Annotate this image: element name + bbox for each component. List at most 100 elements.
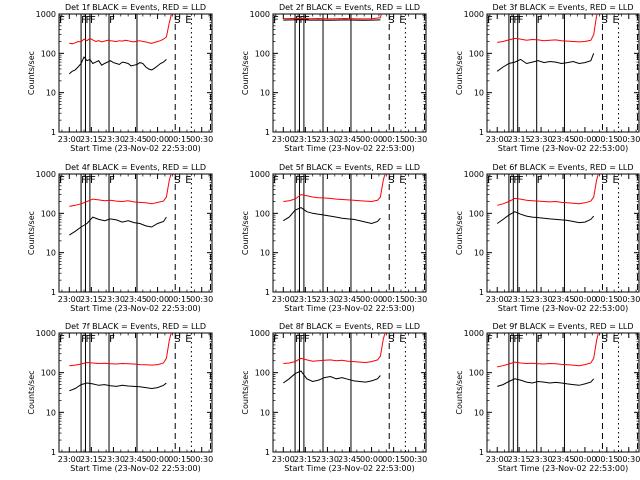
chart-title: Det 4f BLACK = Events, RED = LLD [65,163,206,172]
x-tick-label: 23:15 [508,455,531,464]
annotation-letter: F [59,334,65,345]
plot-frame [486,173,640,293]
y-tick-label: 100 [41,49,56,58]
y-tick-label: 10 [46,408,56,417]
x-tick-label: 23:45 [551,295,574,304]
y-tick-label: 10 [46,249,56,258]
y-tick-label: 100 [255,49,270,58]
annotation-letter: E [399,175,405,186]
x-tick-label: 23:30 [530,455,553,464]
x-tick-label: 00:15 [595,135,618,144]
annotation-letter: F [273,175,279,186]
x-tick-label: 23:30 [316,455,339,464]
x-tick-label: 23:15 [508,295,531,304]
y-tick-label: 1 [265,288,270,297]
y-tick-label: 10 [46,89,56,98]
chart-panel-4: Det 4f BLACK = Events, RED = LLD 1 10 100 10… [27,163,226,313]
x-tick-label: 23:00 [272,135,295,144]
y-tick-label: 1 [265,448,270,457]
x-tick-label: 00:00 [573,455,596,464]
y-tick-label: 100 [255,369,270,378]
y-tick-label: 1 [479,448,484,457]
x-tick-label: 00:00 [573,135,596,144]
x-tick-label: 23:45 [124,295,147,304]
annotation-letter: F [300,334,306,345]
x-tick-label: 23:15 [80,135,103,144]
lld-series-line [214,11,226,43]
annotation-letter: F [109,175,115,186]
y-axis-label: Counts/sec [455,211,464,255]
annotation-letter: F [537,15,543,26]
x-tick-label: 23:00 [486,295,509,304]
chart-title: Det 7f BLACK = Events, RED = LLD [65,322,206,331]
x-tick-label: 00:00 [573,295,596,304]
annotation-letter: F [273,15,279,26]
annotation-letter: F [509,334,515,345]
annotation-letter: F [513,334,519,345]
x-tick-label: 23:45 [551,455,574,464]
x-tick-label: 00:15 [382,135,405,144]
lld-series-line [283,174,386,203]
chart-panel-2: Det 2f BLACK = Events, RED = LLD 1 10 100 10… [241,3,427,153]
annotation-letter: F [304,175,310,186]
annotation-letter: S [174,334,180,345]
annotation-letter: F [109,15,115,26]
x-tick-label: 00:30 [404,135,427,144]
annotation-letter: F [295,15,301,26]
annotation-letter: F [86,15,92,26]
y-axis-label: Counts/sec [27,211,36,255]
annotation-letter: F [304,15,310,26]
annotation-letter: F [518,334,524,345]
annotation-letter: F [273,334,279,345]
y-tick-label: 10 [474,89,484,98]
annotation-letter: S [601,334,607,345]
y-axis-label: Counts/sec [241,370,250,414]
annotation-letter: F [513,175,519,186]
y-tick-label: 10 [260,408,270,417]
annotation-letter: F [59,175,65,186]
x-tick-label: 23:30 [530,135,553,144]
events-series-line [283,19,381,21]
plot-frame [486,13,640,133]
y-tick-label: 10 [474,408,484,417]
plot-frame [272,13,427,133]
x-tick-label: 23:30 [316,295,339,304]
y-axis-label: Counts/sec [455,51,464,95]
chart-panel-3: Det 3f BLACK = Events, RED = LLD 1 10 100 10… [455,3,640,153]
x-tick-label: 00:15 [382,455,405,464]
chart-title: Det 5f BLACK = Events, RED = LLD [279,163,420,172]
annotation-letter: E [185,175,191,186]
x-axis-label: Start Time (23-Nov-02 22:53:00) [284,464,414,473]
annotation-letter: F [537,175,543,186]
chart-panel-9: Det 9f BLACK = Events, RED = LLD 1 10 100 10… [455,322,640,473]
annotation-letter: F [86,334,92,345]
x-tick-label: 23:30 [102,455,125,464]
x-tick-label: 23:30 [530,295,553,304]
annotation-letter: S [388,175,394,186]
events-series-line [69,382,167,392]
plot-frame [272,173,427,293]
x-tick-label: 23:15 [294,455,317,464]
y-tick-label: 100 [469,209,484,218]
y-tick-label: 1000 [250,329,270,338]
y-tick-label: 1000 [36,170,56,179]
annotation-letter: F [509,175,515,186]
events-series-line [68,56,167,75]
y-tick-label: 1000 [464,329,484,338]
x-tick-label: 23:30 [102,135,125,144]
x-tick-label: 23:00 [58,295,81,304]
annotation-letter: F [487,175,493,186]
chart-panel-8: Det 8f BLACK = Events, RED = LLD 1 10 100 10… [241,322,427,473]
chart-panel-7: Det 7f BLACK = Events, RED = LLD 1 10 100 10… [27,322,226,473]
lld-series-line [214,329,226,364]
y-tick-label: 1 [479,288,484,297]
y-tick-label: 1 [51,128,56,137]
annotation-letter: F [90,175,96,186]
y-axis-label: Counts/sec [27,51,36,95]
lld-series-line [214,170,226,204]
annotation-letter: F [86,175,92,186]
x-tick-label: 00:30 [190,455,213,464]
chart-title: Det 3f BLACK = Events, RED = LLD [492,3,633,12]
annotation-letter: S [388,15,394,26]
